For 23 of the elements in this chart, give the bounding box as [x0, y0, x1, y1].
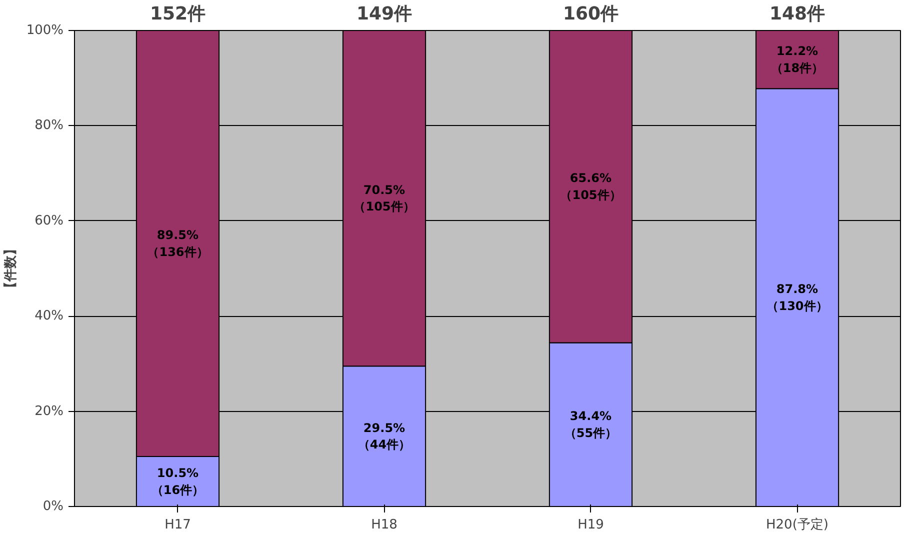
y-tick-label: 40% — [34, 308, 64, 324]
annotation: 160件 — [562, 4, 619, 24]
y-tick-label: 100% — [26, 23, 64, 38]
data-label: 29.5% （44件） — [358, 420, 411, 452]
data-label: 12.2% （18件） — [770, 44, 824, 75]
annotation: 148件 — [769, 4, 826, 24]
y-tick-label: 20% — [34, 404, 64, 419]
x-tick-label: H19 — [578, 518, 604, 532]
data-label: 89.5% （136件） — [147, 228, 208, 259]
data-label: 65.6% （105件） — [560, 171, 622, 202]
data-label: 70.5% （105件） — [354, 182, 415, 214]
annotation: 149件 — [356, 4, 412, 24]
annotation: 152件 — [150, 4, 206, 24]
y-tick-label: 60% — [34, 213, 64, 228]
data-label: 34.4% （55件） — [564, 409, 618, 440]
x-tick-label: H20(予定) — [766, 518, 828, 532]
y-axis-title: 【件数】 — [2, 242, 18, 294]
x-tick-label: H17 — [164, 518, 191, 532]
data-label: 10.5% （16件） — [151, 466, 204, 497]
y-tick-label: 80% — [34, 118, 64, 134]
data-label: 87.8% （130件） — [766, 282, 828, 313]
y-tick-label: 0% — [42, 499, 64, 514]
x-tick-label: H18 — [371, 518, 398, 532]
